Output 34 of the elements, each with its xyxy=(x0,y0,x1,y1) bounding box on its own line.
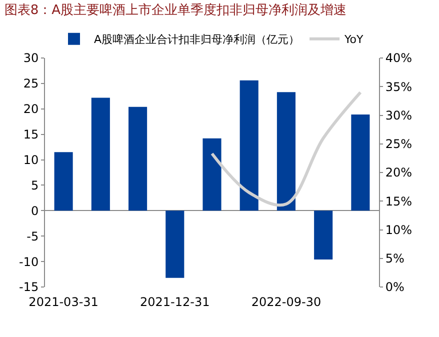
legend-label: YoY xyxy=(344,33,364,46)
x-tick-label: 2021-12-31 xyxy=(140,295,210,309)
y-tick-label: -10 xyxy=(18,254,39,269)
y-tick-label: 15 xyxy=(23,128,39,142)
y2-tick-label: 10% xyxy=(385,222,412,237)
bar xyxy=(202,138,222,211)
bar xyxy=(91,98,110,211)
y2-tick-label: 35% xyxy=(385,80,412,94)
bar xyxy=(128,106,148,211)
y-tick-label: 20 xyxy=(23,102,39,116)
y-tick-label: 0 xyxy=(30,204,39,218)
y-tick-label: -15 xyxy=(18,280,39,294)
x-tick-label: 2022-09-30 xyxy=(251,295,322,309)
bar xyxy=(166,210,184,278)
y-tick-label: 10 xyxy=(23,152,39,167)
bar xyxy=(240,80,258,211)
chart-title: 图表8：A股主要啤酒上市企业单季度扣非归母净利润及增速 xyxy=(4,2,347,18)
bar xyxy=(54,152,73,211)
y-tick-label: -5 xyxy=(26,229,39,244)
y2-tick-label: 15% xyxy=(385,194,412,208)
legend-label: A股啤酒企业合计扣非归母净利润（亿元） xyxy=(94,33,300,46)
y2-tick-label: 25% xyxy=(385,137,412,152)
y2-tick-label: 5% xyxy=(385,252,404,266)
y2-tick-label: 20% xyxy=(385,166,412,180)
y2-tick-label: 30% xyxy=(385,108,412,122)
y-tick-label: 5 xyxy=(30,178,39,192)
bar xyxy=(314,210,333,260)
bar xyxy=(351,114,370,211)
y-tick-label: 25 xyxy=(23,76,39,91)
bar xyxy=(276,92,296,211)
y-tick-label: 30 xyxy=(23,51,39,66)
y2-tick-label: 40% xyxy=(385,51,412,66)
y2-tick-label: 0% xyxy=(385,280,404,294)
x-tick-label: 2021-03-31 xyxy=(28,295,98,309)
